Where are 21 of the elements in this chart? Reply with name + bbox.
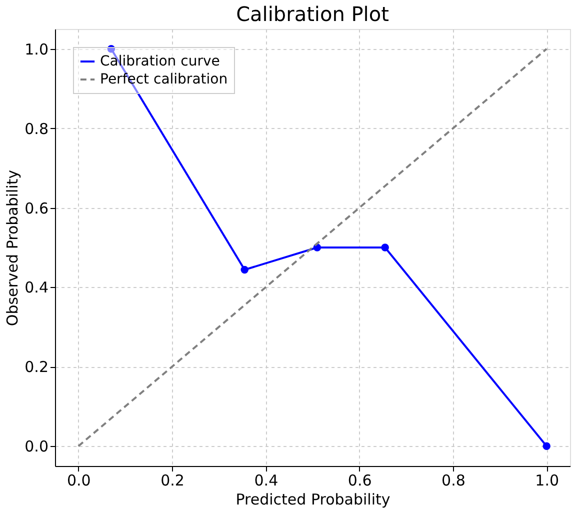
point (240, 266, 248, 274)
x-tick-label: 0.8 (442, 472, 466, 490)
y-tick-label: 0.2 (24, 358, 48, 376)
y-tick-label: 0.6 (24, 199, 48, 218)
point (381, 244, 389, 252)
legend-label: Calibration curve (100, 54, 220, 70)
chart-title: Calibration Plot (236, 2, 390, 26)
x-tick-label: 0.0 (66, 472, 91, 490)
x-axis-title: Predicted Probability (236, 490, 390, 508)
x-tick-label: 0.6 (348, 472, 372, 490)
x-tick-label: 0.4 (254, 472, 278, 490)
y-tick-label: 1.0 (24, 40, 48, 58)
y-tick-label: 0.4 (24, 278, 48, 297)
y-axis-title: Observed Probability (4, 170, 22, 326)
y-tick-label: 0.8 (24, 120, 48, 138)
point (542, 442, 550, 450)
y-tick-label: 0.0 (24, 438, 48, 456)
x-tick-label: 1.0 (535, 472, 560, 490)
x-tick-label: 0.2 (160, 472, 184, 490)
legend-label: Perfect calibration (100, 72, 228, 88)
point (107, 45, 116, 53)
